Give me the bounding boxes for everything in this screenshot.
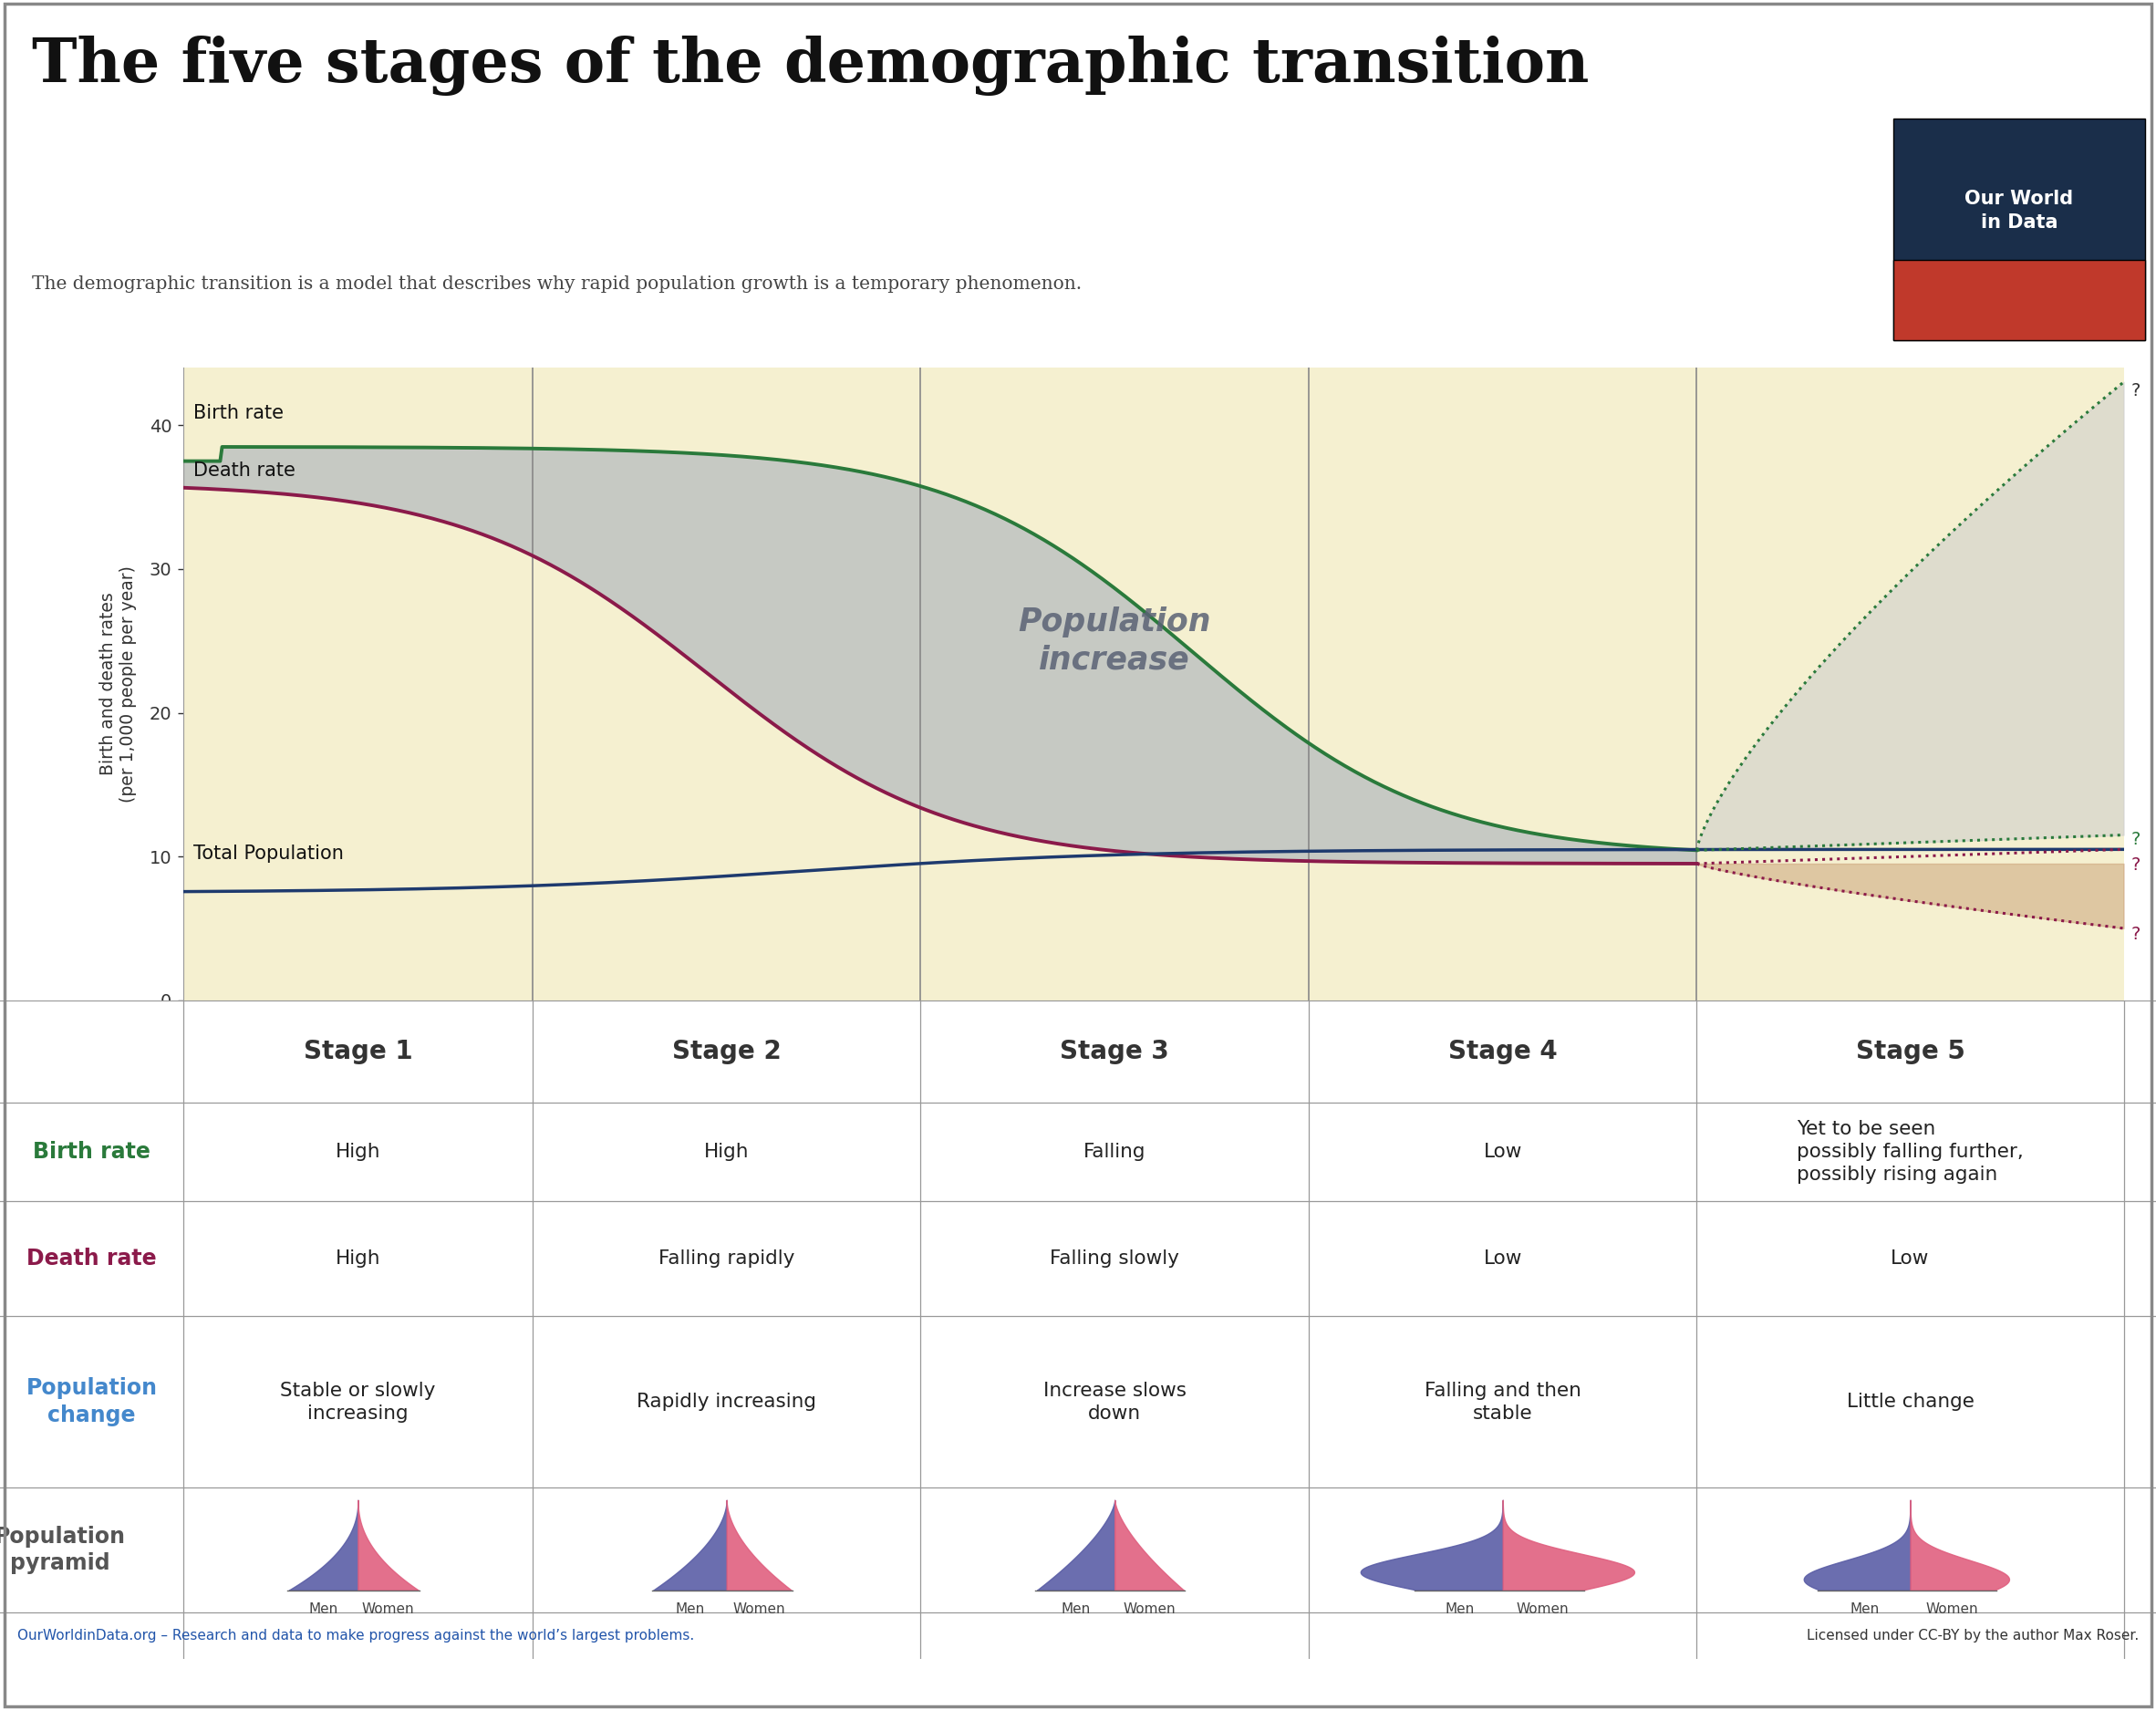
Text: Low: Low (1483, 1142, 1522, 1161)
Text: Falling and then
stable: Falling and then stable (1425, 1382, 1580, 1423)
Text: Low: Low (1891, 1250, 1930, 1267)
Text: Stable or slowly
increasing: Stable or slowly increasing (280, 1382, 436, 1423)
Text: Increase slows
down: Increase slows down (1044, 1382, 1186, 1423)
Text: Low: Low (1483, 1250, 1522, 1267)
Text: Men: Men (675, 1602, 705, 1616)
Text: Total Population: Total Population (194, 845, 343, 862)
Text: Birth rate: Birth rate (194, 404, 282, 422)
Text: Women: Women (1516, 1602, 1570, 1616)
Text: Stage 5: Stage 5 (1856, 1038, 1964, 1064)
Y-axis label: Birth and death rates
(per 1,000 people per year): Birth and death rates (per 1,000 people … (99, 566, 136, 802)
Text: Population
increase: Population increase (1018, 605, 1212, 675)
Text: Men: Men (1061, 1602, 1091, 1616)
Text: Falling rapidly: Falling rapidly (658, 1250, 796, 1267)
FancyBboxPatch shape (1893, 260, 2145, 340)
Text: Women: Women (1123, 1602, 1175, 1616)
Text: High: High (705, 1142, 748, 1161)
Text: Men: Men (308, 1602, 338, 1616)
Text: The demographic transition is a model that describes why rapid population growth: The demographic transition is a model th… (32, 275, 1082, 292)
Text: Men: Men (1445, 1602, 1475, 1616)
Text: Licensed under CC-BY by the author Max Roser.: Licensed under CC-BY by the author Max R… (1807, 1630, 2139, 1643)
Text: Population
pyramid: Population pyramid (0, 1525, 125, 1575)
Text: Falling slowly: Falling slowly (1050, 1250, 1179, 1267)
FancyBboxPatch shape (1893, 118, 2145, 340)
Text: Birth rate: Birth rate (32, 1141, 151, 1163)
Text: Death rate: Death rate (194, 462, 295, 481)
Text: High: High (336, 1142, 379, 1161)
Text: Population
change: Population change (26, 1378, 157, 1426)
Text: Stage 1: Stage 1 (304, 1038, 412, 1064)
Text: Our World
in Data: Our World in Data (1964, 190, 2074, 233)
Text: High: High (336, 1250, 379, 1267)
Text: ?: ? (2132, 857, 2141, 874)
Text: Stage 4: Stage 4 (1449, 1038, 1557, 1064)
Text: Little change: Little change (1846, 1394, 1975, 1411)
Text: Women: Women (733, 1602, 785, 1616)
Text: Yet to be seen
possibly falling further,
possibly rising again: Yet to be seen possibly falling further,… (1796, 1120, 2024, 1183)
Text: Stage 3: Stage 3 (1061, 1038, 1169, 1064)
Text: ?: ? (2132, 925, 2141, 942)
Text: Men: Men (1850, 1602, 1880, 1616)
Text: ?: ? (2132, 831, 2141, 848)
Text: The five stages of the demographic transition: The five stages of the demographic trans… (32, 36, 1589, 96)
Text: Women: Women (1925, 1602, 1979, 1616)
Text: Stage 2: Stage 2 (673, 1038, 780, 1064)
Text: Falling: Falling (1084, 1142, 1145, 1161)
Text: Women: Women (362, 1602, 414, 1616)
Text: Death rate: Death rate (26, 1248, 157, 1271)
Text: Rapidly increasing: Rapidly increasing (636, 1394, 817, 1411)
Text: OurWorldinData.org – Research and data to make progress against the world’s larg: OurWorldinData.org – Research and data t… (17, 1630, 694, 1643)
Text: ?: ? (2132, 381, 2141, 400)
